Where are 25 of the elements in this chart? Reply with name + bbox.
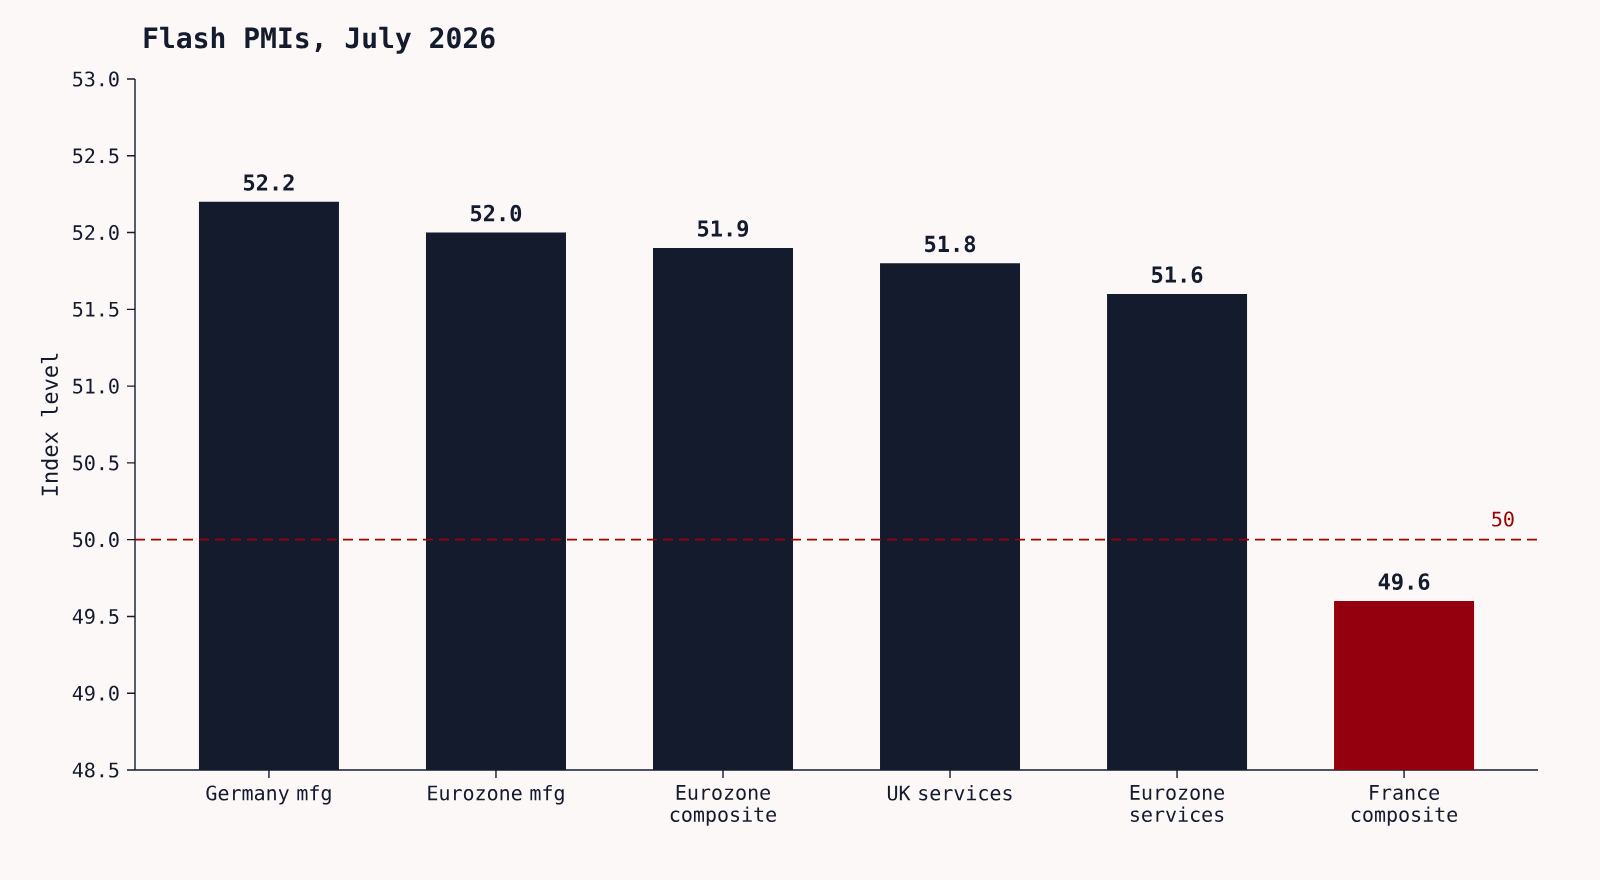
y-tick-label: 51.0 — [73, 378, 119, 394]
x-tick-label: Eurozone composite — [670, 785, 776, 826]
x-tick-label: Eurozone services — [1130, 785, 1225, 822]
y-tick-label: 49.0 — [72, 685, 119, 701]
data-label: 49.6 — [1378, 573, 1430, 591]
y-tick-label: 51.5 — [73, 301, 119, 317]
data-label: 51.8 — [925, 235, 976, 253]
ref-line-label: 50 — [1492, 511, 1514, 527]
y-tick-label: 50.0 — [73, 532, 119, 548]
y-tick-label: 52.0 — [73, 224, 119, 241]
data-label: 52.2 — [244, 174, 294, 191]
x-tick-label: France composite — [1351, 785, 1458, 826]
y-axis-title: Index level — [40, 353, 59, 496]
x-tick-label: Eurozone mfg — [428, 785, 564, 805]
y-tick-label: 52.5 — [73, 148, 119, 164]
chart-title: Flash PMIs, July 2026 — [144, 26, 495, 54]
y-tick-label: 48.5 — [72, 762, 119, 778]
y-tick-label: 53.0 — [73, 71, 119, 87]
x-tick-label: Germany mfg — [206, 785, 331, 805]
y-tick-label: 49.5 — [72, 608, 119, 625]
y-tick-label: 50.5 — [73, 455, 119, 471]
data-label: 52.0 — [471, 204, 522, 222]
data-label: 51.9 — [698, 220, 749, 237]
data-label: 51.6 — [1152, 266, 1203, 283]
x-tick-label: UK services — [887, 785, 1012, 801]
